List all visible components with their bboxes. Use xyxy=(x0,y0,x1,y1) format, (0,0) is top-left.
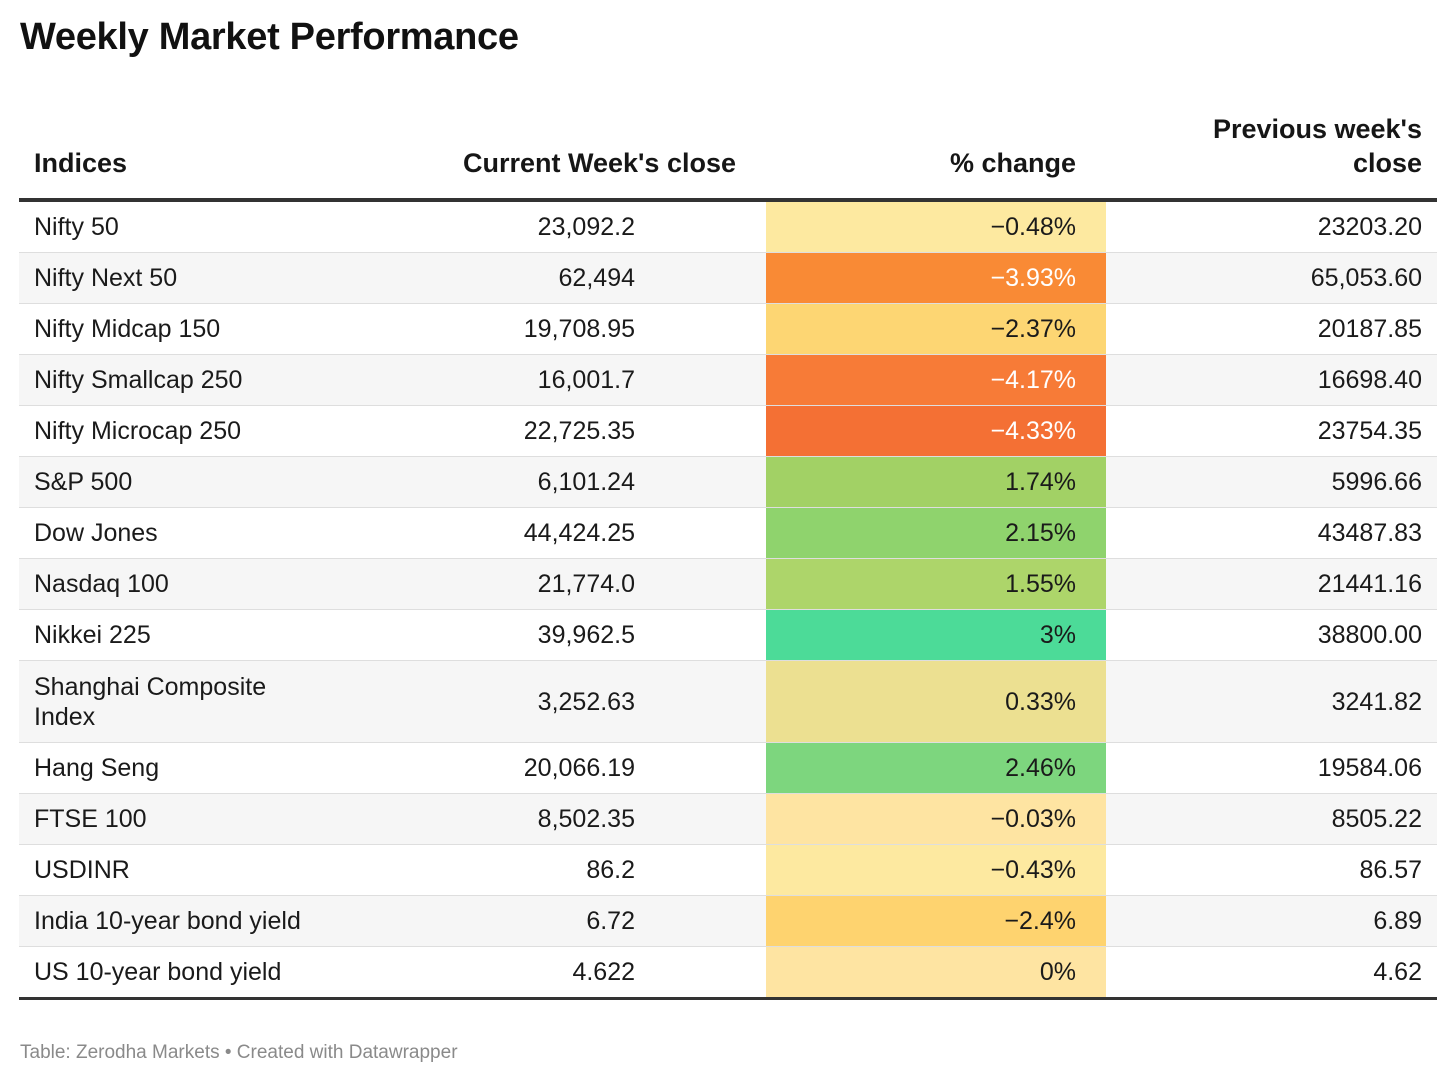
cell-pct-change: −0.43% xyxy=(766,845,1106,895)
cell-current-close: 6,101.24 xyxy=(537,468,635,496)
cell-current-close: 8,502.35 xyxy=(537,805,635,833)
table-row: Nasdaq 100 21,774.0 1.55% 21441.16 xyxy=(19,559,1437,610)
cell-current-close-wrap: 86.2 xyxy=(419,845,735,895)
cell-current-close-wrap: 21,774.0 xyxy=(419,559,735,609)
cell-pct-change: −0.03% xyxy=(766,794,1106,844)
cell-pct-change: 1.55% xyxy=(766,559,1106,609)
cell-index-name: Nasdaq 100 xyxy=(34,570,169,598)
cell-previous-close: 21441.16 xyxy=(1317,570,1422,598)
cell-pct-change: −2.37% xyxy=(766,304,1106,354)
market-table: Indices Current Week's close % change Pr… xyxy=(19,100,1437,1000)
cell-pct-change: 0.33% xyxy=(766,661,1106,742)
cell-current-close: 16,001.7 xyxy=(537,366,635,394)
cell-index-name: Nikkei 225 xyxy=(34,621,151,649)
cell-previous-close: 86.57 xyxy=(1359,856,1422,884)
table-row: Nifty Next 50 62,494 −3.93% 65,053.60 xyxy=(19,253,1437,304)
table-row: Nikkei 225 39,962.5 3% 38800.00 xyxy=(19,610,1437,661)
cell-current-close-wrap: 44,424.25 xyxy=(419,508,735,558)
cell-current-close-wrap: 6.72 xyxy=(419,896,735,946)
cell-previous-close: 23754.35 xyxy=(1317,417,1422,445)
cell-current-close-wrap: 20,066.19 xyxy=(419,743,735,793)
cell-previous-close: 6.89 xyxy=(1373,907,1422,935)
cell-index-name: Hang Seng xyxy=(34,754,160,782)
cell-index-name: Nifty 50 xyxy=(34,213,119,241)
cell-previous-close: 4.62 xyxy=(1373,958,1422,986)
table-body: Nifty 50 23,092.2 −0.48% 23203.20 Nifty Next… xyxy=(19,202,1437,1000)
cell-current-close: 86.2 xyxy=(586,856,635,884)
table-row: US 10-year bond yield 4.622 0% 4.62 xyxy=(19,947,1437,1000)
cell-index-name: US 10-year bond yield xyxy=(34,958,282,986)
cell-current-close-wrap: 4.622 xyxy=(419,947,735,997)
cell-pct-change: 0% xyxy=(766,947,1106,997)
table-row: Hang Seng 20,066.19 2.46% 19584.06 xyxy=(19,743,1437,794)
cell-current-close-wrap: 3,252.63 xyxy=(419,661,735,742)
table-row: FTSE 100 8,502.35 −0.03% 8505.22 xyxy=(19,794,1437,845)
cell-current-close: 20,066.19 xyxy=(523,754,635,782)
cell-current-close: 44,424.25 xyxy=(523,519,635,547)
cell-pct-change: −0.48% xyxy=(766,202,1106,252)
cell-index-name: India 10-year bond yield xyxy=(34,907,301,935)
cell-current-close: 19,708.95 xyxy=(523,315,635,343)
source-credit: Table: Zerodha Markets • Created with Da… xyxy=(20,1042,458,1063)
cell-previous-close: 8505.22 xyxy=(1331,805,1422,833)
cell-previous-close: 16698.40 xyxy=(1317,366,1422,394)
header-current-close: Current Week's close xyxy=(462,148,736,178)
cell-index-name: Nifty Next 50 xyxy=(34,264,178,292)
table-row: Nifty Midcap 150 19,708.95 −2.37% 20187.85 xyxy=(19,304,1437,355)
cell-pct-change: 2.15% xyxy=(766,508,1106,558)
cell-current-close-wrap: 22,725.35 xyxy=(419,406,735,456)
header-pct-change: % change xyxy=(949,148,1076,178)
cell-current-close: 6.72 xyxy=(586,907,635,935)
cell-index-name: Shanghai Composite Index xyxy=(34,672,267,731)
cell-index-name: Dow Jones xyxy=(34,519,158,547)
cell-current-close: 23,092.2 xyxy=(537,213,635,241)
cell-pct-change: −2.4% xyxy=(766,896,1106,946)
cell-index-name: Nifty Microcap 250 xyxy=(34,417,242,445)
cell-index-name: Nifty Smallcap 250 xyxy=(34,366,243,394)
cell-current-close: 39,962.5 xyxy=(537,621,635,649)
table-row: Dow Jones 44,424.25 2.15% 43487.83 xyxy=(19,508,1437,559)
cell-index-name: USDINR xyxy=(34,856,130,884)
cell-current-close: 4.622 xyxy=(572,958,635,986)
cell-pct-change: −3.93% xyxy=(766,253,1106,303)
table-row: Shanghai Composite Index 3,252.63 0.33% 324… xyxy=(19,661,1437,743)
table-row: Nifty Microcap 250 22,725.35 −4.33% 23754.3… xyxy=(19,406,1437,457)
cell-current-close: 62,494 xyxy=(558,264,635,292)
cell-pct-change: 2.46% xyxy=(766,743,1106,793)
cell-previous-close: 19584.06 xyxy=(1317,754,1422,782)
cell-pct-change: 3% xyxy=(766,610,1106,660)
cell-previous-close: 5996.66 xyxy=(1331,468,1422,496)
cell-current-close-wrap: 8,502.35 xyxy=(419,794,735,844)
cell-current-close: 3,252.63 xyxy=(537,687,635,716)
header-previous-close: Previous week's close xyxy=(1212,114,1422,178)
table-row: S&P 500 6,101.24 1.74% 5996.66 xyxy=(19,457,1437,508)
cell-current-close-wrap: 6,101.24 xyxy=(419,457,735,507)
cell-current-close-wrap: 16,001.7 xyxy=(419,355,735,405)
cell-pct-change: −4.33% xyxy=(766,406,1106,456)
cell-current-close-wrap: 23,092.2 xyxy=(419,202,735,252)
cell-previous-close: 3241.82 xyxy=(1331,687,1422,716)
cell-current-close-wrap: 19,708.95 xyxy=(419,304,735,354)
table-header: Indices Current Week's close % change Pr… xyxy=(19,100,1437,202)
table-row: India 10-year bond yield 6.72 −2.4% 6.89 xyxy=(19,896,1437,947)
cell-current-close-wrap: 39,962.5 xyxy=(419,610,735,660)
cell-previous-close: 23203.20 xyxy=(1317,213,1422,241)
cell-current-close: 22,725.35 xyxy=(523,417,635,445)
cell-previous-close: 20187.85 xyxy=(1317,315,1422,343)
header-indices: Indices xyxy=(34,148,128,178)
cell-previous-close: 43487.83 xyxy=(1317,519,1422,547)
cell-index-name: S&P 500 xyxy=(34,468,133,496)
page-title: Weekly Market Performance xyxy=(20,16,519,58)
cell-index-name: FTSE 100 xyxy=(34,805,147,833)
cell-previous-close: 65,053.60 xyxy=(1310,264,1422,292)
table-row: Nifty Smallcap 250 16,001.7 −4.17% 16698.40 xyxy=(19,355,1437,406)
cell-pct-change: 1.74% xyxy=(766,457,1106,507)
cell-current-close: 21,774.0 xyxy=(537,570,635,598)
cell-current-close-wrap: 62,494 xyxy=(419,253,735,303)
cell-index-name: Nifty Midcap 150 xyxy=(34,315,221,343)
table-row: USDINR 86.2 −0.43% 86.57 xyxy=(19,845,1437,896)
cell-pct-change: −4.17% xyxy=(766,355,1106,405)
cell-previous-close: 38800.00 xyxy=(1317,621,1422,649)
table-row: Nifty 50 23,092.2 −0.48% 23203.20 xyxy=(19,202,1437,253)
